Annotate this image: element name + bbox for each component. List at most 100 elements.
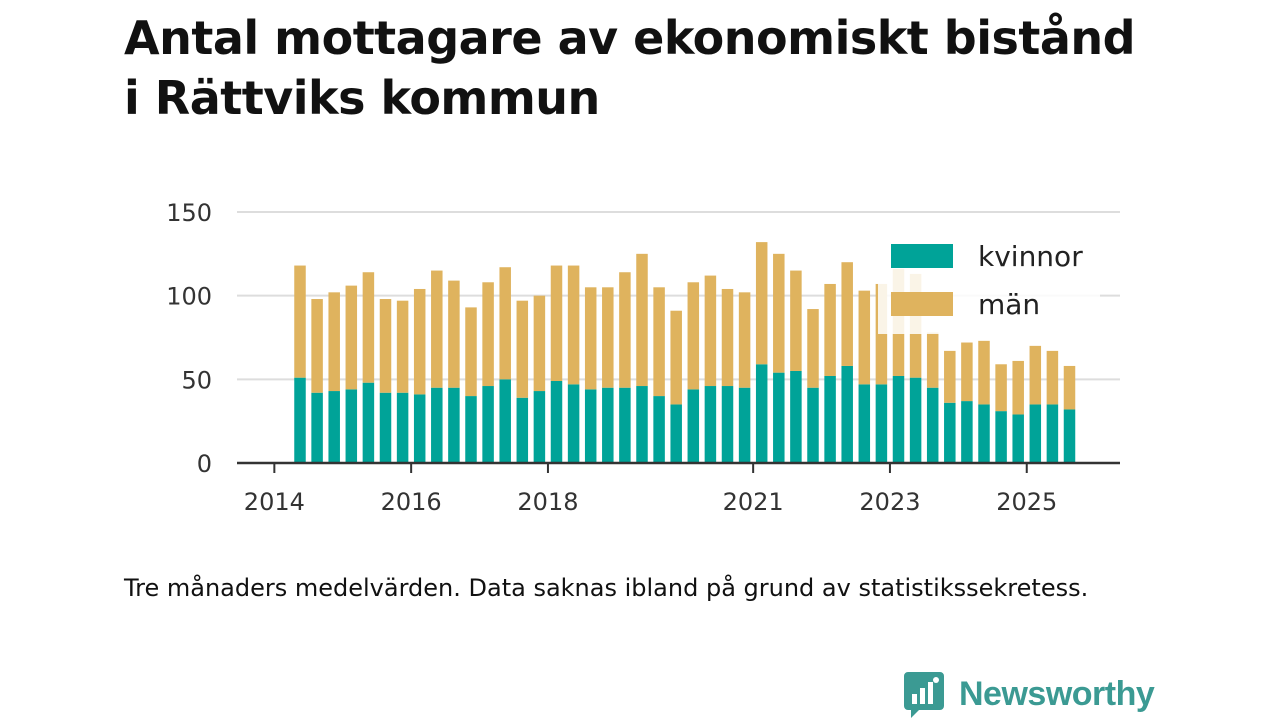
bar-män-5 (379, 299, 392, 393)
x-tick-label-2018: 2018 (517, 488, 578, 516)
bar-kvinnor-36 (909, 377, 922, 463)
bar-män-10 (465, 307, 477, 397)
bar-kvinnor-41 (995, 411, 1007, 463)
bar-män-14 (533, 295, 546, 392)
chart-title-line-1: Antal mottagare av ekonomiskt bistånd (124, 11, 1136, 65)
bar-kvinnor-12 (499, 379, 511, 463)
bar-kvinnor-2 (328, 391, 340, 463)
bar-kvinnor-8 (431, 387, 443, 463)
chart-title-line-2: i Rättviks kommun (124, 71, 600, 125)
bar-kvinnor-29 (790, 370, 802, 463)
x-tick-label-2021: 2021 (723, 488, 784, 516)
bar-män-45 (1063, 365, 1076, 410)
bar-män-21 (653, 287, 665, 397)
bar-män-41 (995, 364, 1007, 412)
bar-män-1 (311, 299, 323, 393)
y-tick-label-150: 150 (166, 199, 212, 227)
bar-kvinnor-25 (721, 386, 734, 463)
legend-swatch-kvinnor (891, 244, 953, 268)
bar-män-43 (1029, 345, 1042, 405)
bar-män-0 (294, 265, 306, 378)
bar-kvinnor-21 (653, 396, 665, 463)
bar-kvinnor-1 (311, 392, 323, 463)
legend-label-kvinnor: kvinnor (978, 240, 1083, 273)
stacked-bar-chart: 0 50 100 150 2014 2016 2018 2021 2023 2025 kvinnor… (166, 199, 1120, 516)
bar-män-28 (773, 253, 785, 373)
bar-män-3 (345, 285, 358, 390)
bar-män-24 (704, 275, 717, 387)
chart-title: Antal mottagare av ekonomiskt bistånd i … (124, 8, 1224, 128)
bar-kvinnor-16 (567, 384, 580, 463)
chart-caption: Tre månaders medelvärden. Data saknas ib… (124, 574, 1089, 602)
bar-kvinnor-14 (533, 391, 546, 463)
bar-kvinnor-22 (670, 404, 682, 463)
bar-män-38 (944, 350, 956, 403)
bar-män-11 (482, 282, 494, 387)
bar-kvinnor-7 (413, 394, 426, 463)
y-tick-label-50: 50 (181, 366, 212, 394)
bar-kvinnor-18 (602, 387, 614, 463)
bar-män-42 (1012, 360, 1024, 415)
bar-kvinnor-5 (379, 392, 392, 463)
bar-män-34 (875, 283, 888, 385)
bar-kvinnor-37 (926, 387, 939, 463)
bar-män-20 (636, 253, 648, 387)
bar-män-17 (584, 287, 597, 390)
bar-män-44 (1046, 350, 1059, 405)
newsworthy-logo[interactable]: Newsworthy (903, 668, 1155, 720)
bar-kvinnor-34 (875, 384, 888, 463)
bar-kvinnor-40 (978, 404, 990, 463)
bar-kvinnor-19 (619, 387, 631, 463)
bar-män-39 (961, 342, 973, 402)
bar-män-6 (396, 300, 409, 393)
bar-kvinnor-10 (465, 396, 477, 463)
bar-män-31 (824, 283, 836, 376)
bar-kvinnor-0 (294, 377, 306, 463)
bar-män-2 (328, 292, 340, 392)
y-tick-label-0: 0 (197, 450, 212, 478)
bar-män-25 (721, 288, 734, 387)
y-tick-label-100: 100 (166, 283, 212, 311)
bar-kvinnor-33 (858, 384, 871, 463)
bar-kvinnor-39 (961, 401, 973, 463)
bar-män-15 (550, 265, 563, 382)
bar-män-8 (431, 270, 443, 388)
legend-label-män: män (978, 288, 1040, 321)
bar-män-19 (619, 272, 631, 388)
x-tick-label-2025: 2025 (996, 488, 1057, 516)
bar-kvinnor-32 (841, 365, 853, 463)
bar-kvinnor-28 (773, 372, 785, 463)
bar-män-18 (602, 287, 614, 388)
bar-kvinnor-13 (516, 397, 529, 463)
bar-kvinnor-38 (944, 402, 956, 463)
bar-män-9 (448, 280, 460, 388)
newsworthy-logo-icon (904, 672, 944, 718)
bar-män-37 (926, 332, 939, 388)
bar-män-4 (362, 272, 375, 383)
bar-kvinnor-11 (482, 386, 494, 463)
bar-kvinnor-43 (1029, 404, 1042, 463)
bar-kvinnor-35 (892, 375, 905, 463)
bar-kvinnor-31 (824, 375, 836, 463)
newsworthy-brand-name: Newsworthy (959, 674, 1155, 713)
bar-kvinnor-42 (1012, 414, 1024, 463)
bar-kvinnor-6 (396, 392, 409, 463)
bar-män-22 (670, 310, 682, 405)
bar-män-27 (755, 242, 768, 365)
bar-kvinnor-9 (448, 387, 460, 463)
bar-män-32 (841, 262, 853, 366)
bar-män-33 (858, 290, 871, 385)
bar-kvinnor-24 (704, 386, 717, 463)
x-tick-label-2016: 2016 (381, 488, 442, 516)
bar-män-23 (687, 282, 700, 390)
bar-män-12 (499, 267, 511, 380)
bar-män-40 (978, 340, 990, 405)
bar-män-16 (567, 265, 580, 385)
bar-kvinnor-44 (1046, 404, 1059, 463)
bar-kvinnor-27 (755, 364, 768, 463)
x-tick-label-2023: 2023 (859, 488, 920, 516)
bar-kvinnor-3 (345, 389, 358, 463)
bar-män-26 (738, 292, 751, 388)
bar-kvinnor-15 (550, 381, 563, 463)
bar-kvinnor-17 (584, 389, 597, 463)
